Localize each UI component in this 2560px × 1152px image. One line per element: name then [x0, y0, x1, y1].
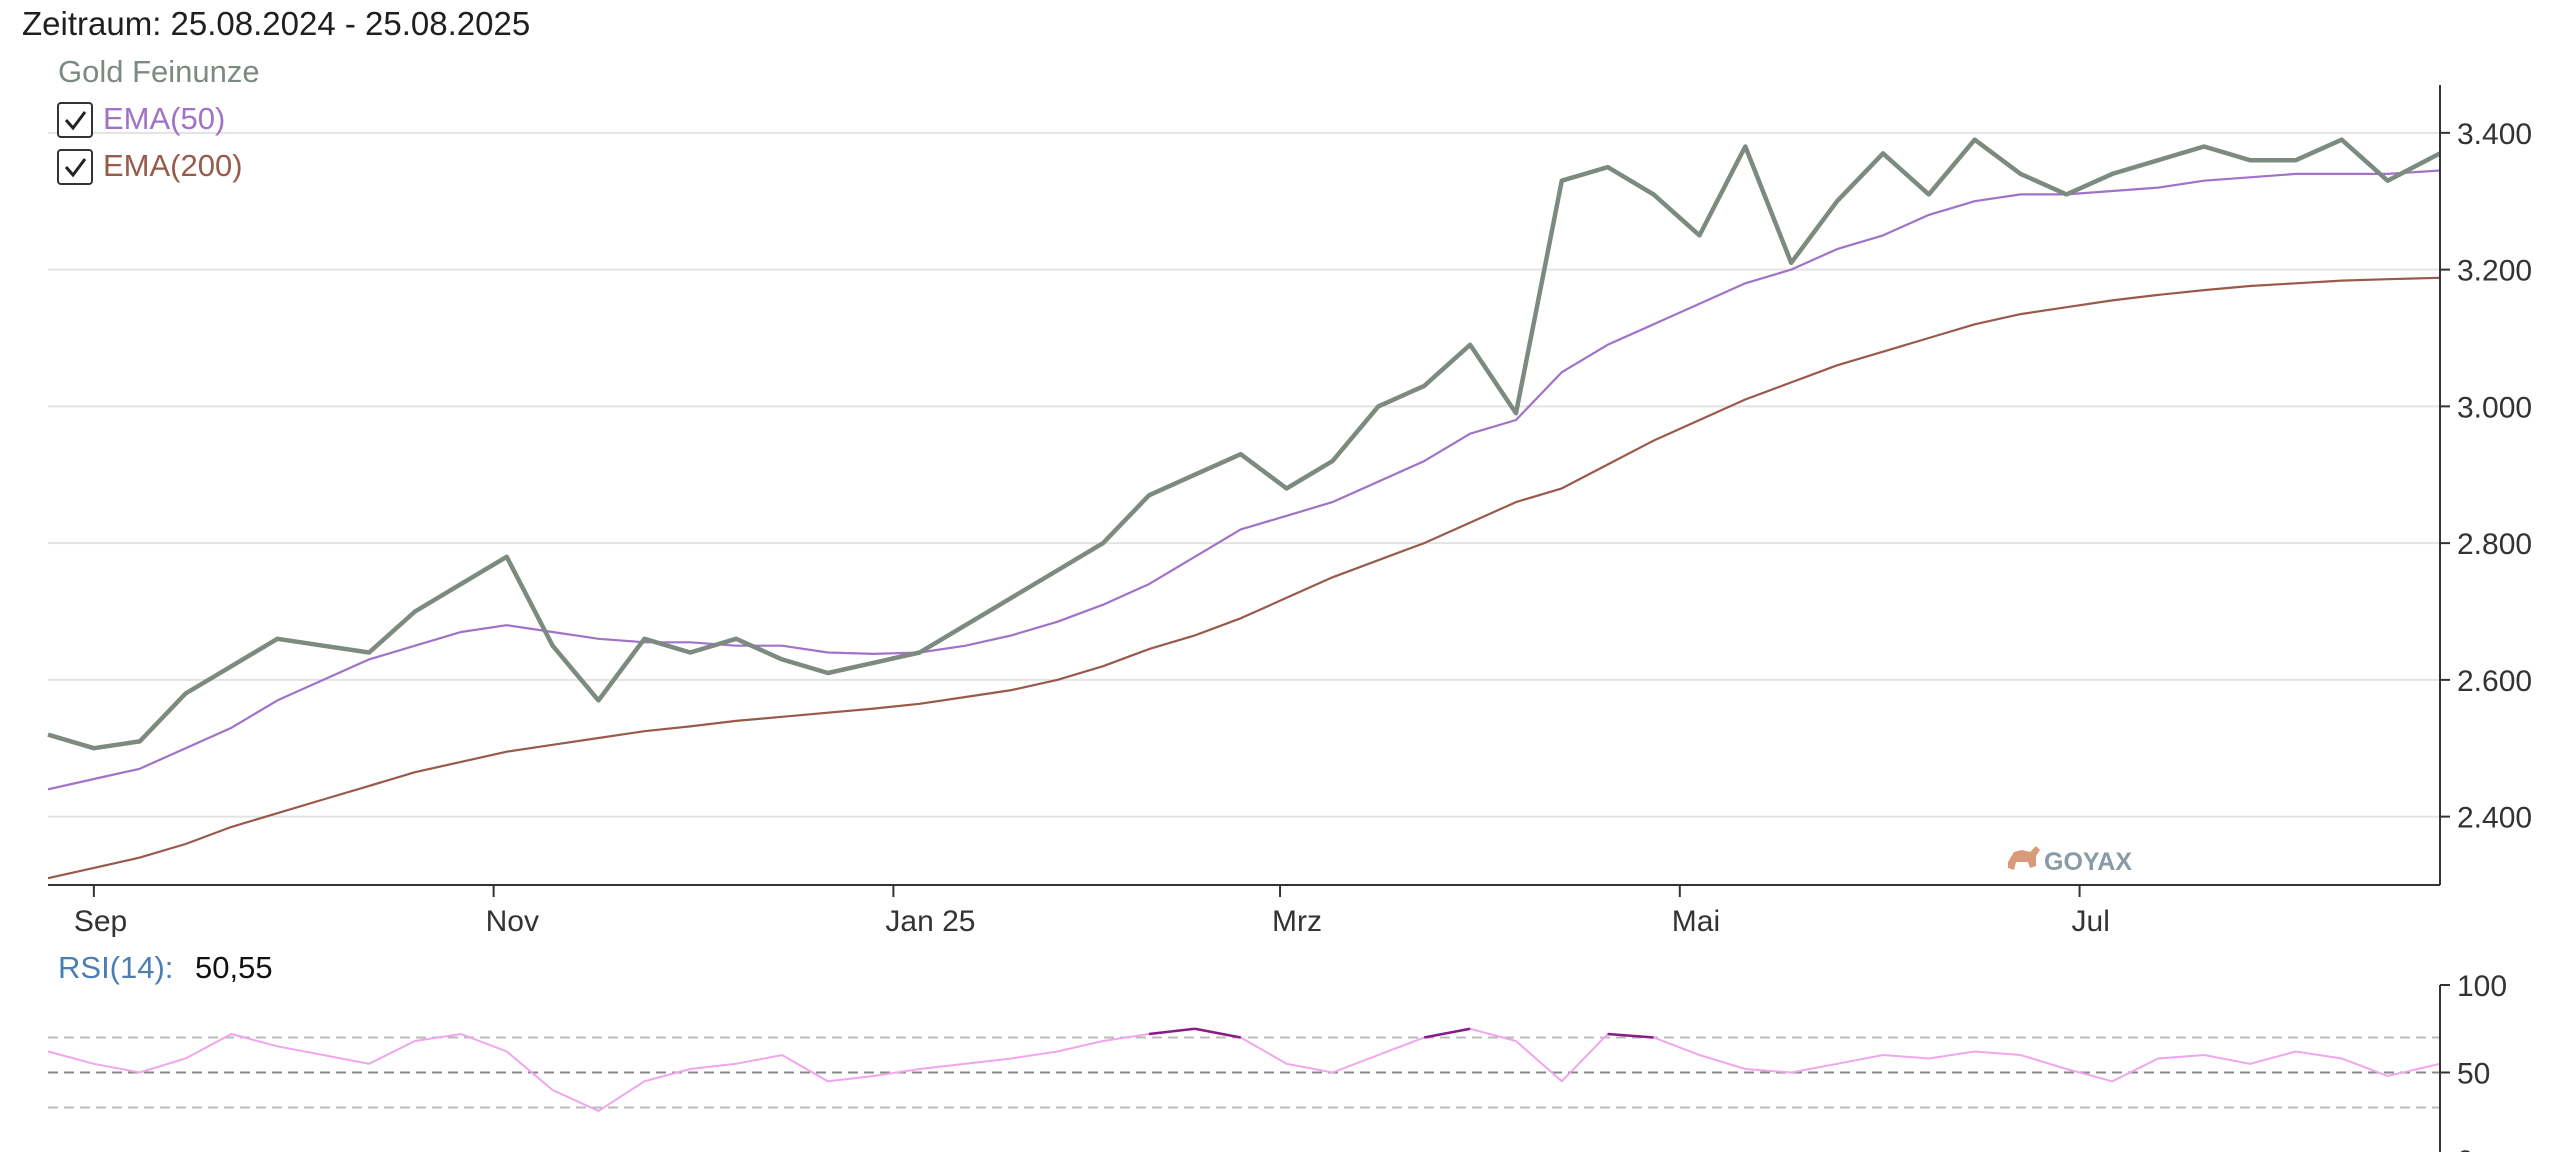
y-tick-label: 3.400 [2457, 118, 2532, 151]
legend-ema50-toggle[interactable]: EMA(50) [57, 101, 225, 138]
gold-price-line [47, 137, 2442, 751]
legend-ema200-label: EMA(200) [103, 148, 243, 183]
x-tick-label: Jan 25 [885, 905, 975, 938]
checkmark-icon [64, 158, 87, 178]
price-gridlines [48, 131, 2440, 818]
price-x-ticks: Sep Nov Jan 25 Mrz Mai Jul [74, 885, 2110, 938]
price-y-ticks: 2.400 2.600 2.800 3.000 3.200 3.400 [2440, 118, 2532, 835]
rsi-tick-label: 0 [2457, 1145, 2474, 1152]
rsi-reference-lines [48, 1036, 2440, 1109]
rsi-tick-label: 100 [2457, 970, 2507, 1003]
bull-icon [2008, 846, 2040, 870]
y-tick-label: 3.000 [2457, 391, 2532, 424]
rsi-y-ticks: 0 50 100 [2440, 970, 2507, 1152]
ema50-layer [47, 169, 2441, 791]
rsi-label: RSI(14): [58, 950, 173, 985]
ema50-checkbox[interactable] [57, 102, 93, 138]
checkmark-icon [64, 111, 87, 131]
y-tick-label: 2.800 [2457, 528, 2532, 561]
y-tick-label: 2.400 [2457, 802, 2532, 835]
rsi-extreme-segment [1194, 1027, 1241, 1039]
legend-ema200-toggle[interactable]: EMA(200) [57, 148, 243, 185]
price-layer [47, 137, 2442, 751]
y-tick-label: 3.200 [2457, 255, 2532, 288]
x-tick-label: Sep [74, 905, 127, 938]
rsi-extreme-segment [1423, 1027, 1471, 1039]
ema200-line [47, 276, 2441, 880]
y-tick-label: 2.600 [2457, 665, 2532, 698]
rsi-tick-label: 50 [2457, 1058, 2490, 1091]
rsi-extreme-segment [1607, 1032, 1654, 1039]
x-tick-label: Jul [2072, 905, 2110, 938]
rsi-line [47, 1027, 2441, 1113]
date-range-label: Zeitraum: 25.08.2024 - 25.08.2025 [22, 5, 530, 42]
ema50-line [47, 169, 2441, 791]
goyax-watermark: GOYAX [2008, 846, 2132, 876]
legend-gold: Gold Feinunze [58, 54, 260, 89]
legend-ema50-label: EMA(50) [103, 101, 225, 136]
ema200-checkbox[interactable] [57, 149, 93, 185]
watermark-text: GOYAX [2044, 848, 2132, 876]
rsi-extreme-segment [1148, 1027, 1195, 1036]
ema200-layer [47, 276, 2441, 880]
rsi-layer [47, 1027, 2441, 1113]
x-tick-label: Nov [486, 905, 539, 938]
rsi-value: 50,55 [195, 950, 273, 985]
x-tick-label: Mai [1672, 905, 1720, 938]
x-tick-label: Mrz [1272, 905, 1322, 938]
